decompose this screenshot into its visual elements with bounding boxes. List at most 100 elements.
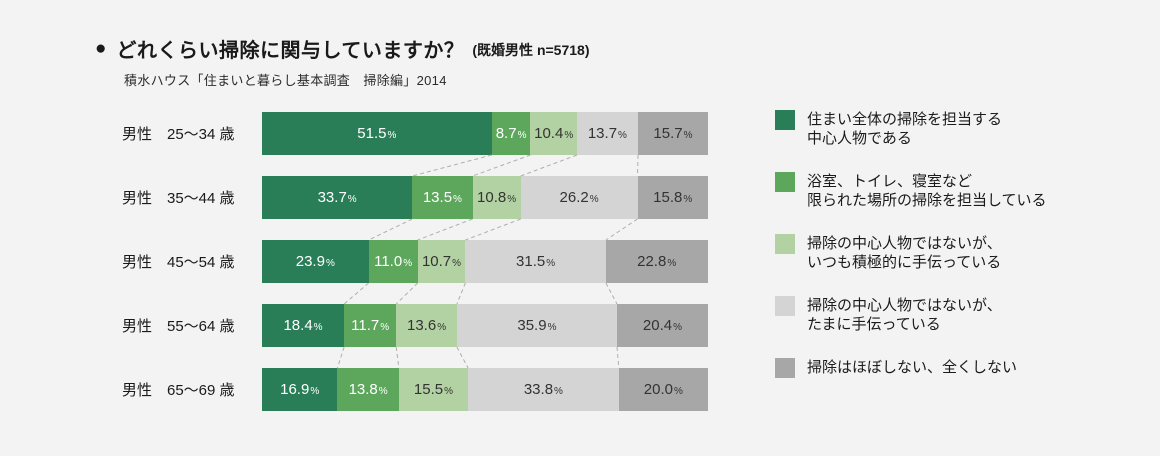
chart-row: 男性 45〜54 歳 23.9% 11.0% 10.7% 31.5% 22.8%	[122, 240, 708, 283]
percent-sign: %	[403, 257, 413, 269]
chart-row: 男性 55〜64 歳 18.4% 11.7% 13.6% 35.9% 20.4%	[122, 304, 708, 347]
chart-header: ● どれくらい掃除に関与していますか？ (既婚男性 n=5718) 積水ハウス「…	[95, 34, 589, 89]
bar-segment: 13.6%	[396, 304, 457, 347]
bar-segment: 11.7%	[344, 304, 397, 347]
percent-sign: %	[683, 129, 693, 141]
bar-segment: 13.7%	[576, 112, 638, 155]
bar-segment: 20.0%	[618, 368, 708, 411]
chart-row: 男性 25〜34 歳 51.5% 8.7% 10.4% 13.7% 15.7%	[122, 112, 708, 155]
bar-segment: 33.8%	[468, 368, 619, 411]
bar-segment: 51.5%	[262, 112, 492, 155]
row-label: 男性 45〜54 歳	[122, 254, 235, 271]
segment-value: 13.6	[407, 317, 437, 334]
sample-size-note: (既婚男性 n=5718)	[472, 42, 590, 58]
legend-swatch-icon	[775, 296, 795, 316]
stacked-bar-chart: 男性 25〜34 歳 51.5% 8.7% 10.4% 13.7% 15.7% 男性 35〜…	[122, 112, 708, 411]
legend-item: 掃除の中心人物ではないが、 たまに手伝っている	[775, 296, 1047, 334]
source-caption: 積水ハウス「住まいと暮らし基本調査 掃除編」2014	[124, 73, 447, 88]
stacked-bar: 51.5% 8.7% 10.4% 13.7% 15.7%	[262, 112, 708, 155]
legend-label-line: たまに手伝っている	[807, 316, 941, 333]
bar-segment: 8.7%	[491, 112, 531, 155]
legend-item: 住まい全体の掃除を担当する 中心人物である	[775, 110, 1047, 148]
legend-swatch-icon	[775, 172, 795, 192]
segment-value: 22.8	[637, 253, 667, 270]
legend-label-line: 浴室、トイレ、寝室など	[807, 173, 973, 190]
chart-row: 男性 35〜44 歳 33.7% 13.5% 10.8% 26.2% 15.8%	[122, 176, 708, 219]
connector-line	[456, 282, 466, 305]
percent-sign: %	[453, 193, 462, 205]
bar-segment: 11.0%	[368, 240, 418, 283]
segment-value: 15.5	[413, 381, 444, 398]
row-label: 男性 35〜44 歳	[122, 190, 235, 207]
legend-label-line: 住まい全体の掃除を担当する	[807, 111, 1003, 128]
connector-line	[520, 154, 578, 177]
segment-value: 13.5	[422, 189, 453, 206]
segment-value: 20.0	[643, 381, 673, 398]
percent-sign: %	[380, 321, 390, 333]
percent-sign: %	[347, 193, 357, 205]
percent-sign: %	[667, 257, 677, 269]
segment-value: 18.4	[283, 317, 313, 334]
connector-line	[605, 218, 638, 241]
percent-sign: %	[313, 321, 323, 333]
row-label: 男性 65〜69 歳	[122, 382, 235, 399]
segment-value: 33.8	[523, 381, 554, 398]
segment-value: 10.7	[421, 253, 452, 270]
bar-segment: 15.7%	[637, 112, 708, 155]
percent-sign: %	[564, 129, 574, 141]
percent-sign: %	[378, 385, 388, 397]
connector-line	[395, 282, 419, 305]
chart-row: 男性 65〜69 歳 16.9% 13.8% 15.5% 33.8% 20.0%	[122, 368, 708, 411]
legend-label-line: いつも積極的に手伝っている	[807, 254, 1002, 271]
bar-segment: 35.9%	[456, 304, 617, 347]
page-title: どれくらい掃除に関与していますか？	[116, 40, 465, 62]
chart-rows: 男性 25〜34 歳 51.5% 8.7% 10.4% 13.7% 15.7% 男性 35〜…	[122, 112, 708, 411]
segment-value: 35.9	[517, 317, 547, 334]
row-label: 男性 25〜34 歳	[122, 126, 235, 143]
segment-value: 20.4	[642, 317, 673, 334]
connector-line	[465, 218, 521, 241]
legend-item: 浴室、トイレ、寝室など 限られた場所の掃除を担当している	[775, 172, 1047, 210]
connector-line	[605, 282, 618, 305]
connector-line	[472, 154, 531, 177]
percent-sign: %	[674, 385, 683, 397]
bar-segment: 33.7%	[262, 176, 413, 219]
legend-item: 掃除はほぼしない、全くしない	[775, 358, 1047, 378]
bar-segment: 23.9%	[262, 240, 369, 283]
segment-value: 10.4	[534, 125, 564, 142]
bar-segment: 15.5%	[398, 368, 469, 411]
connector-lines	[336, 154, 639, 369]
segment-value: 13.8	[348, 381, 378, 398]
percent-sign: %	[517, 129, 527, 141]
bar-segment: 10.8%	[472, 176, 521, 219]
legend-swatch-icon	[775, 110, 795, 130]
connector-line	[616, 346, 620, 369]
stacked-bar: 18.4% 11.7% 13.6% 35.9% 20.4%	[262, 304, 708, 347]
stacked-bar: 16.9% 13.8% 15.5% 33.8% 20.0%	[262, 368, 708, 411]
legend-item: 掃除の中心人物ではないが、 いつも積極的に手伝っている	[775, 234, 1047, 272]
segment-value: 15.8	[653, 189, 683, 206]
percent-sign: %	[444, 385, 454, 397]
legend-label-line: 掃除はほぼしない、全くしない	[807, 359, 1018, 376]
bar-segment: 10.7%	[417, 240, 466, 283]
connector-line	[417, 218, 473, 241]
stacked-bar: 23.9% 11.0% 10.7% 31.5% 22.8%	[262, 240, 708, 283]
bar-segment: 20.4%	[616, 304, 708, 347]
connector-line	[343, 282, 369, 305]
legend: 住まい全体の掃除を担当する 中心人物である 浴室、トイレ、寝室など 限られた場所の掃除…	[775, 110, 1047, 378]
stacked-bar: 33.7% 13.5% 10.8% 26.2% 15.8%	[262, 176, 708, 219]
segment-value: 33.7	[317, 189, 347, 206]
percent-sign: %	[683, 193, 693, 205]
percent-sign: %	[546, 257, 556, 269]
connector-line	[412, 154, 492, 177]
legend-label-line: 掃除の中心人物ではないが、	[807, 297, 1002, 314]
percent-sign: %	[310, 385, 320, 397]
segment-value: 31.5	[516, 253, 546, 270]
percent-sign: %	[618, 129, 627, 141]
percent-sign: %	[554, 385, 563, 397]
title-line: ● どれくらい掃除に関与していますか？ (既婚男性 n=5718)	[95, 34, 589, 63]
percent-sign: %	[437, 321, 447, 333]
segment-value: 8.7	[495, 125, 517, 142]
segment-value: 16.9	[280, 381, 310, 398]
